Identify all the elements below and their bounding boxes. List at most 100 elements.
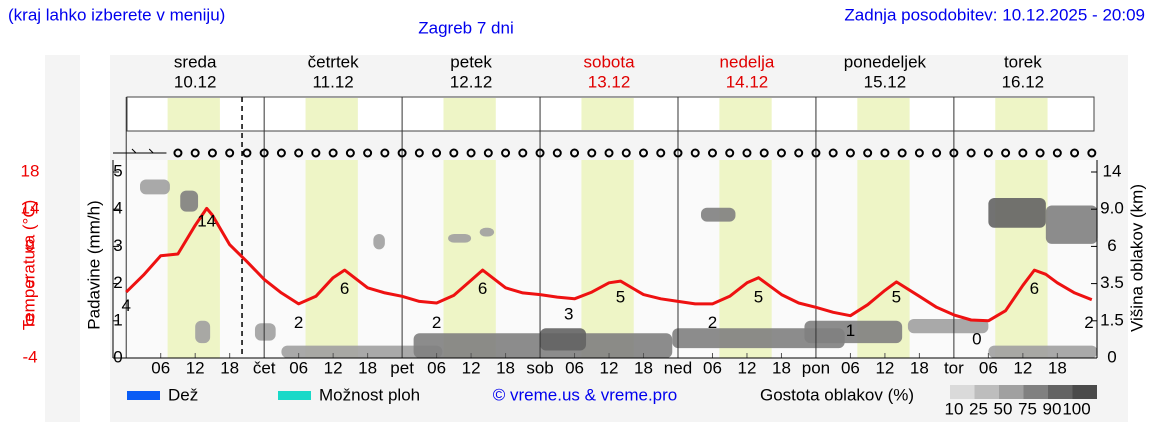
day-name: sreda bbox=[174, 52, 217, 71]
wind-marker bbox=[656, 148, 666, 158]
wind-marker bbox=[880, 148, 890, 158]
y2-axis-label: Višina oblakov (km) bbox=[1127, 184, 1146, 332]
temp-tick-label: -4 bbox=[22, 347, 37, 366]
temp-label: 6 bbox=[1030, 279, 1039, 298]
temp-label: 2 bbox=[708, 313, 717, 332]
colorbar-label: 75 bbox=[1018, 399, 1037, 418]
y-tick-label: 4 bbox=[113, 199, 122, 218]
x-tick-label: 06 bbox=[703, 358, 722, 377]
x-tick-label: 12 bbox=[1013, 358, 1032, 377]
cloud-cell bbox=[988, 198, 1046, 228]
legend-swatch bbox=[278, 391, 311, 400]
panel bbox=[45, 55, 80, 422]
wind-marker bbox=[1018, 148, 1028, 158]
y2-tick-label: 3.5 bbox=[1100, 273, 1124, 292]
x-tick-label: pet bbox=[390, 358, 414, 377]
wind-marker bbox=[811, 148, 821, 158]
chart-title: Zagreb 7 dni bbox=[418, 18, 513, 37]
wind-arrow bbox=[113, 148, 167, 154]
x-tick-label: 18 bbox=[910, 358, 929, 377]
copyright: © vreme.us & vreme.pro bbox=[493, 385, 677, 404]
day-name: sobota bbox=[583, 52, 635, 71]
wind-marker bbox=[483, 148, 493, 158]
temp-label: 5 bbox=[754, 287, 763, 306]
cloud-cell bbox=[804, 320, 903, 344]
wind-marker bbox=[259, 148, 269, 158]
cloud-cell bbox=[448, 234, 472, 243]
wind-marker bbox=[759, 148, 769, 158]
wind-marker bbox=[1087, 148, 1097, 158]
wind-marker bbox=[242, 148, 252, 158]
wind-marker bbox=[1052, 148, 1062, 158]
wind-marker bbox=[690, 148, 700, 158]
wind-marker bbox=[794, 148, 804, 158]
wind-marker bbox=[190, 148, 200, 158]
x-tick-label: 12 bbox=[324, 358, 343, 377]
daylight bbox=[305, 160, 358, 358]
temperature-line bbox=[125, 206, 1093, 323]
wind-marker bbox=[1035, 148, 1045, 158]
x-tick-label: 06 bbox=[565, 358, 584, 377]
daylight bbox=[443, 160, 496, 358]
wind-marker bbox=[414, 148, 424, 158]
cloud-cell bbox=[672, 328, 845, 349]
day-date: 16.12 bbox=[1002, 72, 1045, 91]
wind-marker bbox=[294, 148, 304, 158]
wind-marker bbox=[380, 148, 390, 158]
colorbar-label: 100 bbox=[1062, 399, 1090, 418]
temp-label: 3 bbox=[564, 304, 573, 323]
x-tick-label: 06 bbox=[979, 358, 998, 377]
y2-tick-label: 6 bbox=[1107, 236, 1116, 255]
wind-marker bbox=[1070, 148, 1080, 158]
wind-marker bbox=[363, 148, 373, 158]
y-tick-label: 5 bbox=[113, 161, 122, 180]
x-tick-label: 18 bbox=[358, 358, 377, 377]
y-tick-label: 1 bbox=[113, 310, 122, 329]
day-date: 11.12 bbox=[312, 72, 353, 91]
x-tick-label: 06 bbox=[427, 358, 446, 377]
y-tick-label: 2 bbox=[113, 273, 122, 292]
wind-marker bbox=[845, 148, 855, 158]
cloud-cell bbox=[1045, 205, 1098, 244]
colorbar-label: 25 bbox=[969, 399, 988, 418]
cloud-cell bbox=[373, 234, 385, 250]
daylight bbox=[719, 160, 772, 358]
wind-marker bbox=[311, 148, 321, 158]
daylight bbox=[581, 160, 634, 358]
temp-label: 5 bbox=[616, 287, 625, 306]
wind-marker bbox=[552, 148, 562, 158]
cloud-cell bbox=[140, 179, 170, 195]
temp-label: 4 bbox=[121, 296, 130, 315]
day-date: 15.12 bbox=[864, 72, 907, 91]
x-tick-label: 18 bbox=[634, 358, 653, 377]
wind-marker bbox=[604, 148, 614, 158]
wind-marker bbox=[742, 148, 752, 158]
x-tick-label: 18 bbox=[772, 358, 791, 377]
temp-label: 1 bbox=[846, 321, 855, 340]
x-tick-label: 06 bbox=[289, 358, 308, 377]
wind-marker bbox=[173, 148, 183, 158]
wind-marker bbox=[707, 148, 717, 158]
y2-tick-label: 0 bbox=[1107, 347, 1116, 366]
wind-marker bbox=[501, 148, 511, 158]
daylight-icons bbox=[167, 98, 220, 130]
colorbar-cell bbox=[1072, 385, 1097, 399]
legend-label: Možnost ploh bbox=[319, 385, 420, 404]
wind-marker bbox=[397, 148, 407, 158]
y-tick-label: 0 bbox=[113, 347, 122, 366]
temp-label: 6 bbox=[478, 279, 487, 298]
day-date: 10.12 bbox=[174, 72, 217, 91]
cloud-cell bbox=[195, 320, 211, 344]
hint: (kraj lahko izberete v meniju) bbox=[8, 5, 225, 24]
wind-marker bbox=[466, 148, 476, 158]
y-axis-label: Padavine (mm/h) bbox=[84, 200, 103, 329]
temp-label: 2 bbox=[1084, 313, 1093, 332]
cloud-cell bbox=[988, 345, 1098, 358]
x-tick-label: 06 bbox=[841, 358, 860, 377]
update-time: Zadnja posodobitev: 10.12.2025 - 20:09 bbox=[844, 5, 1145, 24]
x-tick-label: 12 bbox=[738, 358, 757, 377]
x-tick-label: 12 bbox=[600, 358, 619, 377]
x-tick-label: 18 bbox=[1048, 358, 1067, 377]
wind-marker bbox=[225, 148, 235, 158]
